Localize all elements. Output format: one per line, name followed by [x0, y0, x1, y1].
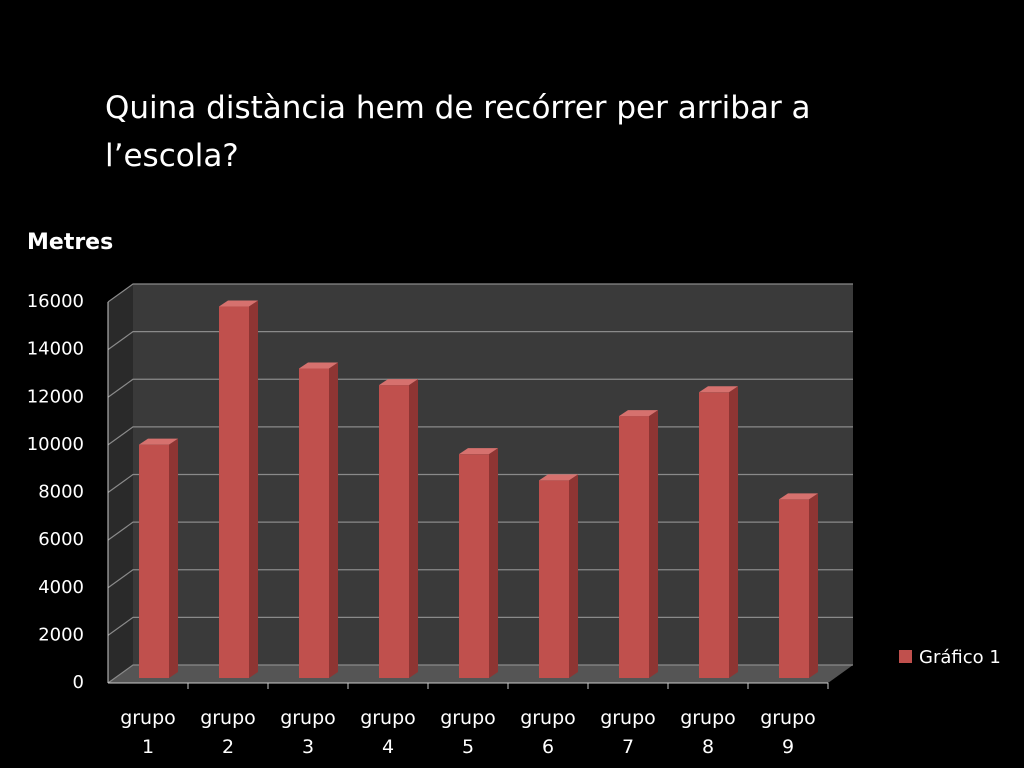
grid-line	[107, 331, 853, 351]
y-tick-label: 8000	[38, 482, 84, 503]
bar	[299, 362, 338, 678]
grid-line	[107, 569, 853, 589]
bar-top	[139, 438, 178, 445]
y-tick-label: 12000	[27, 386, 84, 407]
x-tick-label: grupo 5	[440, 707, 496, 758]
bar-top	[539, 474, 578, 481]
bar-front	[619, 416, 649, 678]
bar	[219, 300, 258, 678]
bar-front	[299, 368, 329, 678]
bar-side	[489, 448, 498, 678]
grid-line	[107, 473, 853, 493]
y-tick-label: 4000	[38, 577, 84, 598]
bar-top	[459, 448, 498, 455]
bar-side	[329, 362, 338, 678]
bar	[539, 474, 578, 678]
x-tick-label: grupo 2	[200, 707, 256, 758]
bar-front	[699, 392, 729, 678]
chart-title: Quina distància hem de recórrer per arri…	[105, 90, 811, 174]
bar-front	[539, 480, 569, 678]
bar-front	[379, 385, 409, 678]
x-tick-label: grupo 1	[120, 707, 176, 758]
bar-front	[139, 444, 169, 678]
bar	[379, 379, 418, 678]
legend-label: Gráfico 1	[919, 647, 1001, 668]
y-tick-label: 10000	[27, 434, 84, 455]
grid-line	[107, 426, 853, 446]
bar-top	[699, 386, 738, 393]
grid-line	[107, 283, 853, 303]
bar	[139, 438, 178, 678]
grid-line	[107, 616, 853, 636]
x-tick-label: grupo 9	[760, 707, 816, 758]
bar-side	[809, 493, 818, 678]
bar	[699, 386, 738, 678]
grid-line	[107, 378, 853, 398]
bar-top	[219, 300, 258, 307]
bar-side	[649, 410, 658, 678]
y-tick-label: 6000	[38, 529, 84, 550]
bar-side	[169, 438, 178, 678]
bar-side	[409, 379, 418, 678]
bar-top	[779, 493, 818, 500]
y-tick-label: 0	[73, 672, 84, 693]
x-tick-label: grupo 3	[280, 707, 336, 758]
bar-side	[569, 474, 578, 678]
x-tick-label: grupo 8	[680, 707, 736, 758]
y-tick-label: 14000	[27, 339, 84, 360]
x-tick-label: grupo 4	[360, 707, 416, 758]
x-tick-label: grupo 6	[520, 707, 576, 758]
y-axis-label: Metres	[27, 230, 114, 255]
y-tick-label: 16000	[27, 291, 84, 312]
bar-side	[729, 386, 738, 678]
bar-top	[299, 362, 338, 369]
y-tick-label: 2000	[38, 624, 84, 645]
x-tick-label: grupo 7	[600, 707, 656, 758]
bar	[779, 493, 818, 678]
bar-front	[459, 454, 489, 678]
bar	[459, 448, 498, 678]
grid-line	[107, 521, 853, 541]
bar-front	[219, 306, 249, 678]
bar-top	[379, 379, 418, 386]
bar-front	[779, 499, 809, 678]
bar	[619, 410, 658, 678]
legend-swatch	[899, 650, 912, 663]
bar-top	[619, 410, 658, 417]
bar-side	[249, 300, 258, 678]
grid-line	[107, 664, 853, 684]
